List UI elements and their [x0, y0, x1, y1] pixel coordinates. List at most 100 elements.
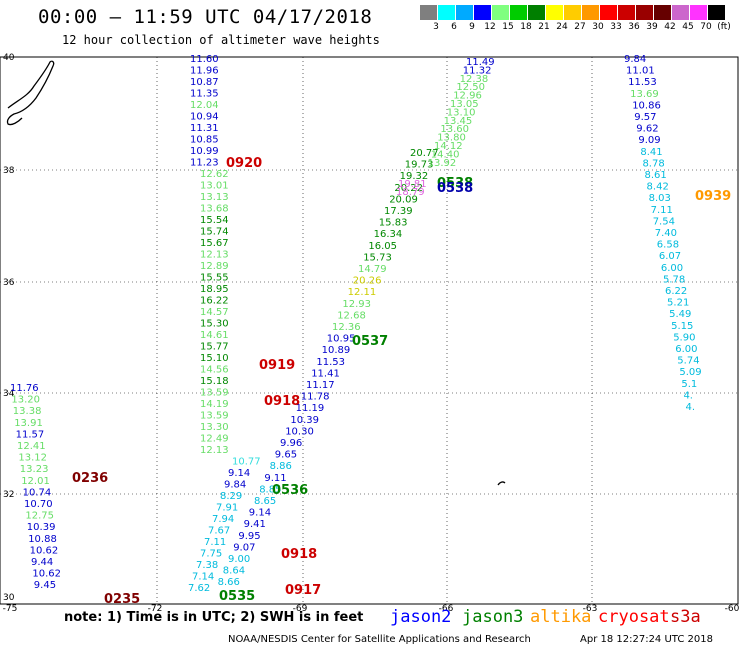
wave-height-value: 10.89 [322, 345, 351, 356]
colorbar-swatch [456, 5, 473, 20]
colorbar-swatch [636, 5, 653, 20]
wave-height-value: 14.12 [434, 141, 463, 152]
pass-time-label: 0536 [272, 483, 308, 498]
colorbar-label: 9 [469, 22, 475, 32]
wave-height-value: 18.79 [396, 187, 425, 198]
wave-height-value: 11.31 [190, 123, 219, 134]
colorbar-label: 24 [556, 22, 568, 32]
wave-height-value: 12.13 [200, 445, 229, 456]
wave-height-value: 9.14 [249, 508, 271, 519]
wave-height-value: 10.77 [232, 457, 261, 468]
wave-height-value: 8.41 [640, 147, 662, 158]
wave-height-value: 12.62 [200, 169, 229, 180]
pass-time-label: 0917 [285, 583, 321, 598]
wave-height-value: 11.23 [190, 158, 219, 169]
wave-height-value: 11.17 [306, 380, 335, 391]
wave-height-value: 5.78 [663, 274, 685, 285]
colorbar-label: 18 [520, 22, 532, 32]
wave-height-value: 13.10 [447, 107, 476, 118]
wave-height-value: 8.65 [254, 496, 276, 507]
wave-height-value: 13.92 [428, 158, 457, 169]
wave-height-value: 7.40 [655, 228, 677, 239]
wave-height-value: 12.11 [348, 287, 377, 298]
wave-height-value: 20.77 [410, 148, 439, 159]
wave-height-value: 9.45 [34, 580, 56, 591]
colorbar-label: 39 [646, 22, 658, 32]
pass-time-label: 0538 [437, 181, 473, 196]
wave-height-value: 13.80 [437, 133, 466, 144]
wave-height-value: 13.59 [200, 388, 229, 399]
latitude-labels: 40 38 36 34 32 30 [3, 53, 15, 603]
colorbar-swatch [546, 5, 563, 20]
colorbar-label: 70 [700, 22, 712, 32]
wave-height-value: 8.78 [642, 158, 664, 169]
legend-item-altika: altika [530, 607, 592, 627]
wave-height-value: 5.15 [671, 321, 693, 332]
colorbar-label: 12 [484, 22, 496, 32]
pass-time-label: 0538 [437, 176, 473, 191]
wave-height-value: 11.57 [16, 429, 45, 440]
colorbar-swatch [492, 5, 509, 20]
wave-height-value: 10.85 [190, 135, 219, 146]
colorbar-label: 36 [628, 22, 640, 32]
wave-height-value: 14.61 [200, 330, 229, 341]
wave-height-value: 14.56 [200, 365, 229, 376]
longitude-label: -75 [3, 604, 18, 614]
wave-height-value: 8.03 [649, 193, 671, 204]
wave-height-value: 7.75 [200, 549, 222, 560]
wave-height-value: 12.93 [342, 299, 371, 310]
wave-height-value: 12.13 [200, 250, 229, 261]
wave-height-value: 10.62 [32, 569, 61, 580]
pass-time-label: 0919 [259, 358, 295, 373]
wave-height-value: 10.88 [28, 534, 57, 545]
wave-height-value: 12.38 [460, 74, 489, 85]
wave-height-value: 13.13 [200, 192, 229, 203]
wave-height-value: 8.42 [647, 182, 669, 193]
wave-height-value: 12.49 [200, 434, 229, 445]
colorbar-label: 42 [664, 22, 676, 32]
wave-height-value: 8.86 [270, 461, 292, 472]
latitude-label: 30 [3, 593, 15, 603]
wave-height-value: 9.14 [228, 468, 250, 479]
colorbar-label: (ft) [717, 22, 731, 32]
colorbar-swatch [510, 5, 527, 20]
wave-height-value: 12.96 [453, 91, 482, 102]
legend-item-s3a: s3a [670, 607, 701, 627]
wave-height-value: 19.73 [405, 160, 434, 171]
wave-height-value: 11.60 [190, 54, 219, 65]
wave-height-value: 13.45 [444, 116, 473, 127]
wave-height-value: 5.09 [679, 367, 701, 378]
wave-height-value: 10.62 [30, 545, 59, 556]
wave-height-value: 16.22 [200, 296, 229, 307]
bermuda-island [497, 481, 506, 486]
wave-height-value: 18.95 [200, 284, 229, 295]
wave-height-value: 12.75 [25, 511, 54, 522]
wave-height-value: 7.11 [651, 205, 673, 216]
colorbar-swatch [672, 5, 689, 20]
wave-height-value: 11.35 [190, 89, 219, 100]
wave-height-value: 15.55 [200, 273, 229, 284]
wave-height-value: 9.07 [233, 542, 255, 553]
pass-time-label: 0920 [226, 156, 262, 171]
wave-height-value: 16.34 [374, 229, 403, 240]
wave-height-value: 7.54 [653, 216, 675, 227]
wave-height-value: 9.00 [228, 554, 250, 565]
wave-height-value: 11.01 [626, 66, 655, 77]
colorbar-swatch [600, 5, 617, 20]
wave-height-value: 13.01 [200, 181, 229, 192]
colorbar-label: 3 [433, 22, 439, 32]
wave-height-value: 13.59 [200, 411, 229, 422]
colorbar-label: 21 [538, 22, 550, 32]
wave-height-value: 10.74 [23, 487, 52, 498]
units-note: note: 1) Time is in UTC; 2) SWH is in fe… [64, 610, 364, 625]
wave-height-value: 15.73 [363, 252, 392, 263]
pass-time-label: 0939 [695, 189, 731, 204]
wave-height-value: 8.64 [223, 566, 245, 577]
pass-time-label: 0918 [264, 394, 300, 409]
wave-height-value: 6.22 [665, 286, 687, 297]
wave-height-value: 5.49 [669, 309, 691, 320]
wave-height-value: 11.53 [628, 77, 657, 88]
wave-height-value: 10.99 [190, 146, 219, 157]
